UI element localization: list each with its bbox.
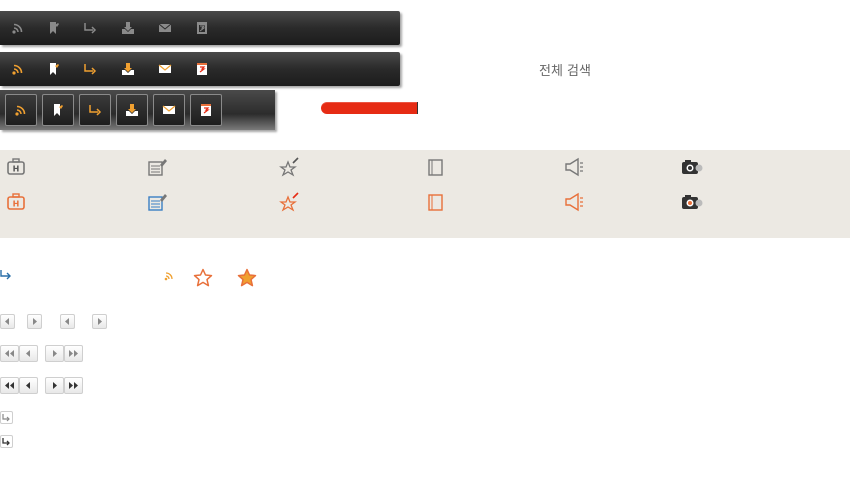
last-page-button[interactable] [64,345,83,362]
progress-bar [321,102,418,114]
toolbar-boxed [0,90,275,130]
category-icon-panel: H H [0,150,850,238]
star-outline-icon[interactable] [193,268,213,287]
rss-icon[interactable] [5,94,37,126]
search-all-label[interactable]: 전체 검색 [539,64,591,79]
next-page-button[interactable] [45,345,64,362]
reply-button[interactable] [0,435,13,448]
briefcase-icon[interactable]: H [4,191,28,213]
calendar-icon[interactable] [190,94,222,126]
svg-text:H: H [13,165,20,174]
mail-icon[interactable] [147,11,183,45]
star-pin-icon[interactable] [278,191,302,213]
next-button[interactable] [92,314,107,329]
calendar-icon[interactable] [184,11,220,45]
edit-document-icon[interactable] [145,156,169,178]
camera-icon[interactable] [680,156,704,178]
calendar-icon[interactable] [184,52,220,86]
megaphone-icon[interactable] [562,156,586,178]
svg-text:H: H [13,200,20,209]
mail-icon[interactable] [147,52,183,86]
prev-page-button[interactable] [19,377,38,394]
mail-icon[interactable] [153,94,185,126]
toolbar-active [0,52,400,86]
rss-icon[interactable] [0,52,36,86]
reply-arrow-icon[interactable] [0,266,12,280]
bookmark-icon[interactable] [42,94,74,126]
reply-button[interactable] [0,411,13,424]
bookmark-icon[interactable] [36,11,72,45]
bookmark-icon[interactable] [36,52,72,86]
reply-arrow-icon[interactable] [72,11,108,45]
next-button[interactable] [27,314,42,329]
star-filled-icon[interactable] [237,268,257,287]
download-icon[interactable] [110,52,146,86]
prev-button[interactable] [60,314,75,329]
prev-button[interactable] [0,314,15,329]
rss-icon[interactable] [0,11,36,45]
reply-arrow-icon[interactable] [72,52,108,86]
download-icon[interactable] [116,94,148,126]
download-icon[interactable] [110,11,146,45]
camera-icon[interactable] [680,191,704,213]
megaphone-icon[interactable] [562,191,586,213]
rss-icon[interactable] [163,270,175,284]
first-page-button[interactable] [0,345,19,362]
prev-page-button[interactable] [19,345,38,362]
first-page-button[interactable] [0,377,19,394]
last-page-button[interactable] [64,377,83,394]
toolbar-inactive [0,11,400,45]
star-pin-icon[interactable] [278,156,302,178]
edit-document-icon[interactable] [145,191,169,213]
notes-icon[interactable] [424,156,448,178]
reply-arrow-icon[interactable] [79,94,111,126]
briefcase-icon[interactable]: H [4,156,28,178]
notes-icon[interactable] [424,191,448,213]
next-page-button[interactable] [45,377,64,394]
